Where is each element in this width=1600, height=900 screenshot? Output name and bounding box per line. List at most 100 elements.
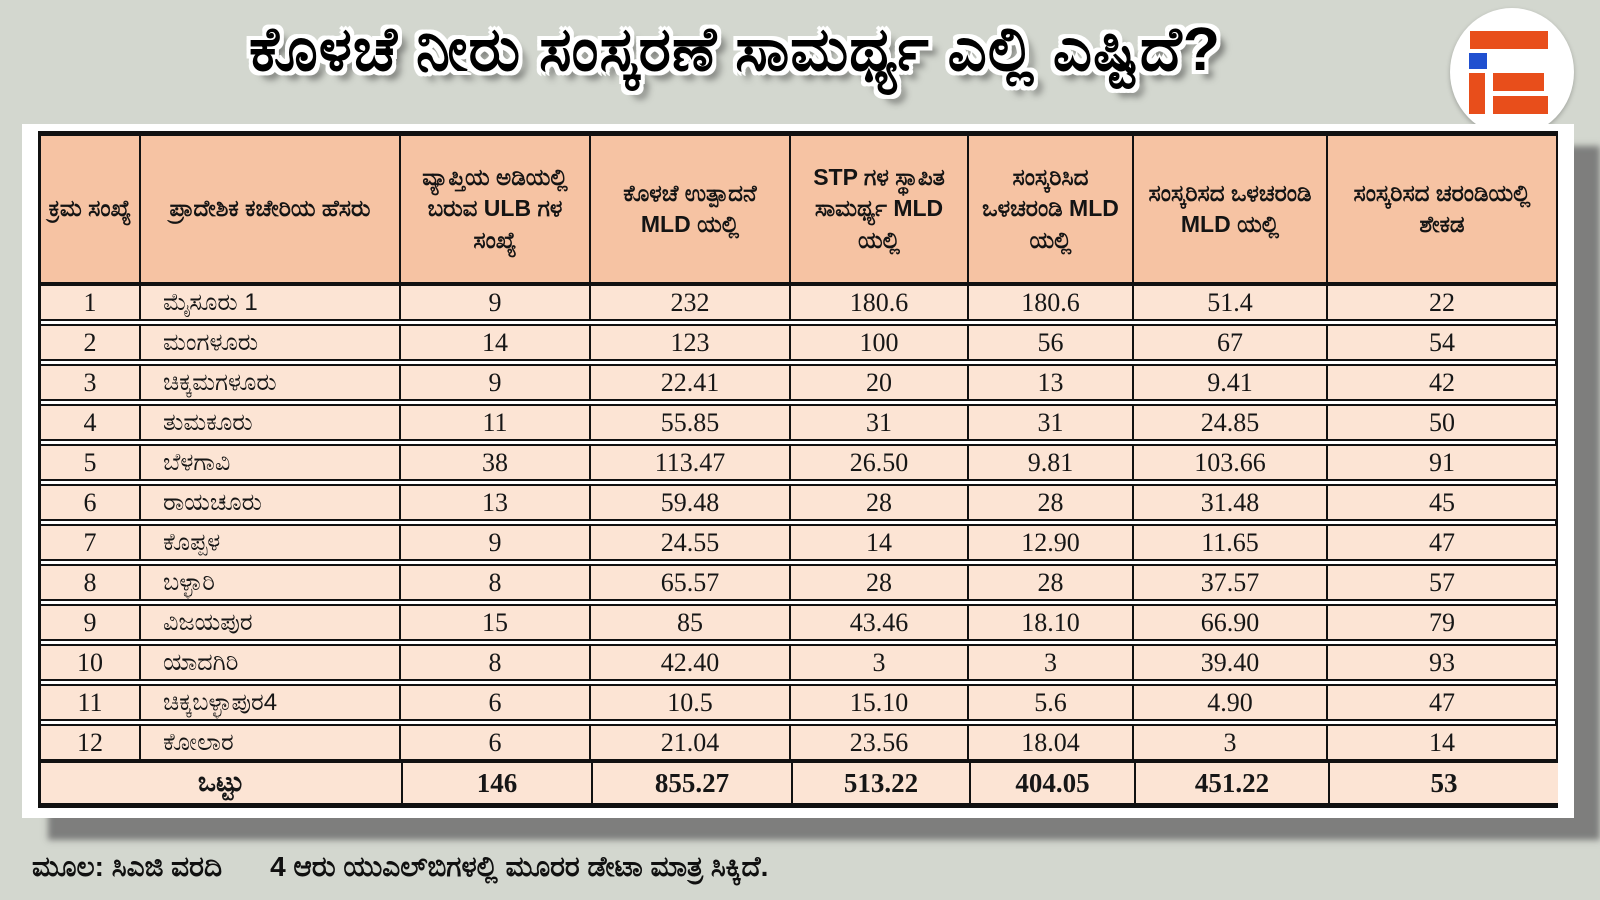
office-name-cell: ಚಿಕ್ಕಮಗಳೂರು [141,366,401,399]
value-cell: 3 [1134,726,1328,759]
table-row: 9 ವಿಜಯಪುರ 15 85 43.46 18.10 66.90 79 [41,604,1556,641]
value-cell: 55.85 [591,406,791,439]
value-cell: 9 [41,606,141,639]
value-cell: 37.57 [1134,566,1328,599]
value-cell: 56 [969,326,1134,359]
value-cell: 10 [41,646,141,679]
office-name-cell: ಚಿಕ್ಕಬಳ್ಳಾಪುರ4 [141,686,401,719]
data-table: ಕ್ರಮ ಸಂಖ್ಯೆ ಪ್ರಾದೇಶಿಕ ಕಚೇರಿಯ ಹೆಸರು ವ್ಯಾಪ್ತ… [38,131,1558,808]
value-cell: 57 [1328,566,1556,599]
value-cell: 7 [41,526,141,559]
value-cell: 180.6 [969,286,1134,319]
office-name-cell: ಮೈಸೂರು 1 [141,286,401,319]
value-cell: 31 [969,406,1134,439]
value-cell: 28 [969,486,1134,519]
footnote: 4 ಆರು ಯುಎಲ್‌ಬಿಗಳಲ್ಲಿ ಮೂರರ ಡೇಟಾ ಮಾತ್ರ ಸಿಕ… [270,851,769,882]
value-cell: 8 [41,566,141,599]
value-cell: 45 [1328,486,1556,519]
data-table-panel: ಕ್ರಮ ಸಂಖ್ಯೆ ಪ್ರಾದೇಶಿಕ ಕಚೇರಿಯ ಹೆಸರು ವ್ಯಾಪ್ತ… [22,124,1574,818]
total-value-cell: 513.22 [793,763,971,803]
value-cell: 14 [1328,726,1556,759]
value-cell: 113.47 [591,446,791,479]
value-cell: 14 [791,526,969,559]
office-name-cell: ಕೊಪ್ಪಳ [141,526,401,559]
value-cell: 93 [1328,646,1556,679]
column-header: ವ್ಯಾಪ್ತಿಯ ಅಡಿಯಲ್ಲಿ ಬರುವ ULB ಗಳ ಸಂಖ್ಯೆ [401,136,591,282]
value-cell: 2 [41,326,141,359]
value-cell: 59.48 [591,486,791,519]
value-cell: 3 [969,646,1134,679]
total-label-cell: ಒಟ್ಟು [41,763,403,803]
value-cell: 9 [401,286,591,319]
logo-middle-bar [1493,73,1544,91]
office-name-cell: ಯಾದಗಿರಿ [141,646,401,679]
value-cell: 9 [401,526,591,559]
value-cell: 51.4 [1134,286,1328,319]
office-name-cell: ಬಳ್ಳಾರಿ [141,566,401,599]
value-cell: 22.41 [591,366,791,399]
column-header: ಪ್ರಾದೇಶಿಕ ಕಚೇರಿಯ ಹೆಸರು [141,136,401,282]
value-cell: 50 [1328,406,1556,439]
logo-stem-bar [1469,73,1485,114]
value-cell: 100 [791,326,969,359]
value-cell: 11.65 [1134,526,1328,559]
table-total-row: ಒಟ್ಟು 146 855.27 513.22 404.05 451.22 53 [41,761,1558,805]
office-name-cell: ಬೆಳಗಾವಿ [141,446,401,479]
value-cell: 31 [791,406,969,439]
table-row: 4 ತುಮಕೂರು 11 55.85 31 31 24.85 50 [41,404,1556,441]
value-cell: 21.04 [591,726,791,759]
total-value-cell: 451.22 [1136,763,1330,803]
value-cell: 23.56 [791,726,969,759]
value-cell: 180.6 [791,286,969,319]
table-row: 11 ಚಿಕ್ಕಬಳ್ಳಾಪುರ4 6 10.5 15.10 5.6 4.90 47 [41,684,1556,721]
value-cell: 67 [1134,326,1328,359]
value-cell: 4.90 [1134,686,1328,719]
value-cell: 26.50 [791,446,969,479]
value-cell: 47 [1328,686,1556,719]
value-cell: 5 [41,446,141,479]
logo-top-bar [1470,31,1548,49]
value-cell: 9.81 [969,446,1134,479]
table-header-row: ಕ್ರಮ ಸಂಖ್ಯೆ ಪ್ರಾದೇಶಿಕ ಕಚೇರಿಯ ಹೆಸರು ವ್ಯಾಪ್ತ… [41,134,1556,284]
total-value-cell: 404.05 [971,763,1136,803]
table-row: 5 ಬೆಳಗಾವಿ 38 113.47 26.50 9.81 103.66 91 [41,444,1556,481]
value-cell: 13 [401,486,591,519]
office-name-cell: ಮಂಗಳೂರು [141,326,401,359]
table-row: 3 ಚಿಕ್ಕಮಗಳೂರು 9 22.41 20 13 9.41 42 [41,364,1556,401]
table-row: 1 ಮೈಸೂರು 1 9 232 180.6 180.6 51.4 22 [41,284,1556,321]
page-title: ಕೊಳಚೆ ನೀರು ಸಂಸ್ಕರಣೆ ಸಾಮರ್ಥ್ಯ ಎಲ್ಲಿ ಎಷ್ಟಿ… [249,15,1221,83]
value-cell: 4 [41,406,141,439]
value-cell: 18.10 [969,606,1134,639]
value-cell: 24.55 [591,526,791,559]
value-cell: 43.46 [791,606,969,639]
value-cell: 28 [969,566,1134,599]
value-cell: 18.04 [969,726,1134,759]
table-row: 7 ಕೊಪ್ಪಳ 9 24.55 14 12.90 11.65 47 [41,524,1556,561]
value-cell: 5.6 [969,686,1134,719]
table-row: 8 ಬಳ್ಳಾರಿ 8 65.57 28 28 37.57 57 [41,564,1556,601]
total-value-cell: 53 [1330,763,1558,803]
column-header: ಸಂಸ್ಕರಿಸದ ಚರಂಡಿಯಲ್ಲಿ ಶೇಕಡ [1328,136,1556,282]
value-cell: 3 [41,366,141,399]
value-cell: 10.5 [591,686,791,719]
value-cell: 47 [1328,526,1556,559]
value-cell: 14 [401,326,591,359]
value-cell: 85 [591,606,791,639]
value-cell: 103.66 [1134,446,1328,479]
footer: ಮೂಲ: ಸಿಎಜಿ ವರದಿ 4 ಆರು ಯುಎಲ್‌ಬಿಗಳಲ್ಲಿ ಮೂರ… [32,851,768,884]
value-cell: 24.85 [1134,406,1328,439]
value-cell: 11 [41,686,141,719]
column-header: ಕ್ರಮ ಸಂಖ್ಯೆ [41,136,141,282]
table-row: 12 ಕೋಲಾರ 6 21.04 23.56 18.04 3 14 [41,724,1556,761]
value-cell: 15 [401,606,591,639]
total-value-cell: 146 [403,763,593,803]
value-cell: 65.57 [591,566,791,599]
value-cell: 28 [791,486,969,519]
value-cell: 9 [401,366,591,399]
office-name-cell: ಕೋಲಾರ [141,726,401,759]
value-cell: 3 [791,646,969,679]
column-header: STP ಗಳ ಸ್ಥಾಪಿತ ಸಾಮರ್ಥ್ಯ MLD ಯಲ್ಲಿ [791,136,969,282]
value-cell: 31.48 [1134,486,1328,519]
value-cell: 42.40 [591,646,791,679]
value-cell: 20 [791,366,969,399]
